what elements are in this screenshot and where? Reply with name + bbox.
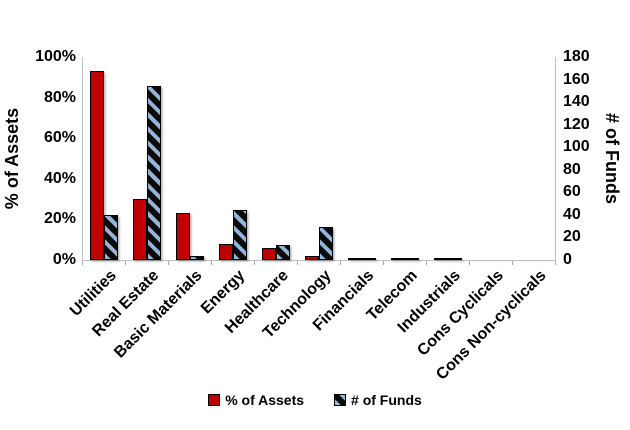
left-axis-tick-label: 60%	[43, 129, 76, 147]
right-axis-tick-label: 0	[563, 251, 572, 268]
x-axis-tick	[340, 261, 341, 265]
x-axis-tick	[426, 261, 427, 265]
legend: % of Assets # of Funds	[0, 392, 630, 408]
right-axis-tick-label: 180	[563, 48, 590, 65]
right-axis-line	[555, 57, 556, 261]
bar-funds-financials	[361, 257, 376, 260]
x-axis-tick	[82, 261, 83, 265]
legend-item--of-assets: % of Assets	[208, 392, 304, 408]
right-axis-tick-label: 40	[563, 205, 581, 223]
bar-funds-healthcare	[275, 245, 290, 260]
left-axis-tick-label: 40%	[43, 169, 76, 187]
x-axis-line	[82, 260, 556, 261]
x-axis-tick	[512, 261, 513, 265]
legend-item--of-funds: # of Funds	[334, 392, 422, 408]
legend-swatch--of-assets	[208, 394, 221, 406]
x-axis-tick	[297, 261, 298, 265]
bar-funds-utilities	[103, 214, 118, 260]
bar-funds-basic-materials	[189, 255, 204, 260]
x-axis-tick	[254, 261, 255, 265]
bar-assets-healthcare	[261, 247, 276, 260]
bar-assets-financials	[347, 258, 362, 260]
right-axis-tick-label: 140	[563, 93, 590, 111]
bar-funds-technology	[318, 227, 333, 260]
legend-label: # of Funds	[351, 392, 422, 408]
left-axis-tick-label: 80%	[43, 88, 76, 106]
bar-assets-telecom	[390, 258, 405, 260]
bar-funds-real-estate	[146, 86, 161, 260]
bar-assets-technology	[304, 255, 319, 260]
left-axis-tick-label: 0%	[52, 251, 76, 268]
bar-funds-energy	[232, 210, 247, 260]
bar-assets-utilities	[89, 71, 104, 260]
left-axis-tick-label: 100%	[35, 48, 76, 65]
x-axis-tick	[168, 261, 169, 265]
left-axis-tick-label: 20%	[43, 210, 76, 228]
bar-funds-telecom	[404, 257, 419, 260]
bar-assets-basic-materials	[175, 213, 190, 260]
bar-funds-industrials	[447, 257, 462, 260]
bar-assets-energy	[218, 243, 233, 260]
right-axis-tick-label: 100	[563, 138, 590, 156]
legend-label: % of Assets	[225, 392, 305, 408]
right-axis-tick-label: 160	[563, 70, 590, 88]
x-axis-tick	[125, 261, 126, 265]
right-axis-tick-label: 80	[563, 160, 581, 178]
x-axis-tick	[555, 261, 556, 265]
left-axis-line	[82, 57, 83, 260]
right-axis-tick-label: 20	[563, 228, 581, 246]
bar-assets-industrials	[433, 258, 448, 260]
bar-assets-real-estate	[132, 199, 147, 260]
right-axis-tick-label: 120	[563, 115, 590, 133]
legend-swatch--of-funds	[334, 394, 347, 406]
right-axis-tick-label: 60	[563, 183, 581, 201]
x-axis-tick	[383, 261, 384, 265]
x-axis-tick	[469, 261, 470, 265]
x-axis-tick	[211, 261, 212, 265]
